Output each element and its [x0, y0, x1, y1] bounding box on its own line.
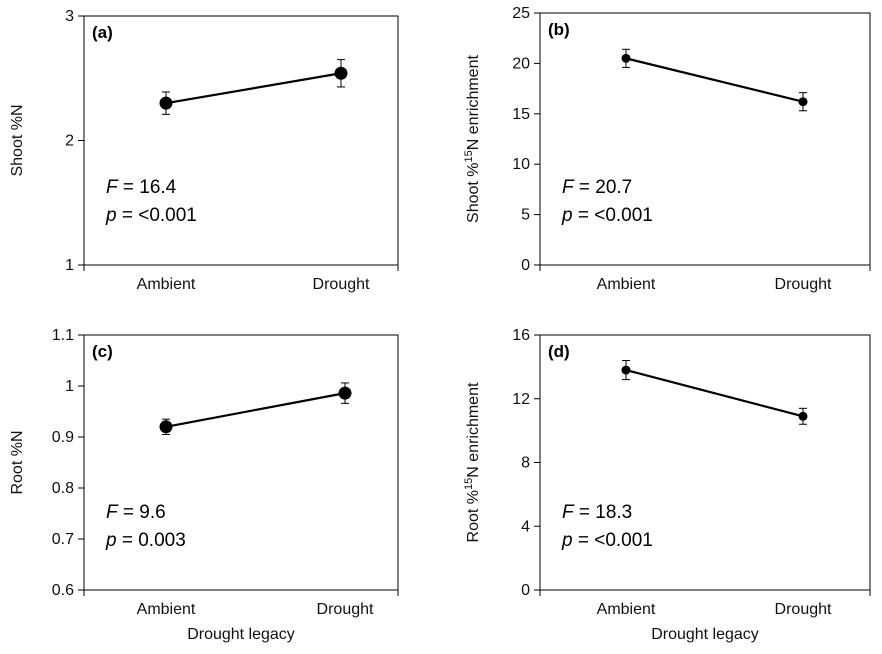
panel-c-letter: (c) [92, 342, 113, 361]
panel-a-series-line [165, 72, 342, 105]
panel-a-p-equals: = [117, 205, 139, 226]
panel-d-p-equals: = [573, 530, 595, 551]
panel-b-data-point [621, 53, 631, 63]
panel-c-y-tick-label: 0.8 [52, 480, 74, 497]
panel-a-data-point [159, 96, 173, 110]
panel-d: 0 4 8 12 16 Ambient Drought Root %15N enrichmen… [463, 327, 871, 643]
panel-c: 0.6 0.7 0.8 0.9 1 1.1 Ambient Drought Root %N Dro… [9, 327, 399, 643]
panel-d-p-value: <0.001 [594, 530, 653, 551]
panel-a-y-tick-label: 3 [65, 8, 74, 25]
panel-c-p-value: 0.003 [138, 530, 186, 551]
panel-a-plot-frame [83, 15, 399, 266]
panel-b-f-value: 20.7 [595, 177, 632, 198]
panel-c-x-axis-title: Drought legacy [187, 626, 295, 643]
panel-c-x-tick-label: Ambient [137, 601, 196, 618]
panel-a-data-point [334, 66, 348, 80]
panel-d-x-tick-label: Drought [775, 601, 832, 618]
panel-b-x-tick-label: Drought [775, 276, 832, 293]
panel-d-y-axis-title-superscript: 15 [463, 478, 475, 490]
panel-d-x-axis-title: Drought legacy [651, 626, 759, 643]
panel-c-y-tick-label: 0.9 [52, 429, 74, 446]
panel-c-y-tick-label: 0.7 [52, 531, 74, 548]
panel-c-y-tick-label: 1.1 [52, 327, 74, 344]
panel-a-y-tick-label: 2 [65, 133, 74, 150]
panel-d-y-axis-title-part: Root % [465, 490, 482, 542]
panel-b-y-tick-label: 10 [512, 156, 530, 173]
panel-a-y-tick-label: 1 [65, 257, 74, 274]
panel-d-x-tick-label: Ambient [597, 601, 656, 618]
panel-d-plot-frame [539, 334, 871, 591]
panel-d-letter: (d) [548, 342, 570, 361]
panel-a: 1 2 3 Ambient Drought Shoot %N (a) F = 16.4 p = … [9, 8, 399, 293]
panel-b-p-stat: p = <0.001 [561, 205, 653, 226]
panel-d-data-point [621, 365, 631, 375]
panel-d-f-value: 18.3 [595, 502, 632, 523]
panel-b-y-tick-label: 25 [512, 5, 530, 22]
panel-d-series-line [625, 368, 804, 418]
panel-c-f-symbol: F [106, 502, 119, 523]
panel-a-x-tick-label: Drought [313, 276, 370, 293]
panel-b-plot-frame [539, 12, 871, 266]
panel-c-f-equals: = [118, 502, 140, 523]
panel-c-p-stat: p = 0.003 [105, 530, 186, 551]
panel-c-y-tick-label: 0.6 [52, 582, 74, 599]
panel-b-x-tick-label: Ambient [597, 276, 656, 293]
panel-b-y-tick-label: 20 [512, 55, 530, 72]
panel-a-x-tick-label: Ambient [137, 276, 196, 293]
panel-a-letter: (a) [92, 23, 113, 42]
panel-d-f-symbol: F [562, 502, 575, 523]
panel-d-y-axis-title-part: N enrichment [465, 382, 482, 478]
panel-a-f-value: 16.4 [139, 177, 176, 198]
panel-d-y-tick-label: 8 [521, 455, 530, 472]
panel-b-p-symbol: p [561, 205, 573, 226]
panel-b-f-stat: F = 20.7 [562, 177, 632, 198]
panel-d-y-tick-label: 0 [521, 582, 530, 599]
panel-c-f-stat: F = 9.6 [106, 502, 166, 523]
panel-b-y-axis-title: Shoot %15N enrichment [463, 55, 482, 223]
panel-d-data-point [798, 411, 808, 421]
panel-c-p-symbol: p [105, 530, 117, 551]
panel-b-y-axis-title-part: Shoot % [465, 162, 482, 222]
panel-b-data-point [798, 97, 808, 107]
panel-c-plot-frame [83, 334, 399, 591]
panel-a-y-axis-title: Shoot %N [9, 104, 26, 176]
panel-d-p-symbol: p [561, 530, 573, 551]
panel-a-p-value: <0.001 [138, 205, 197, 226]
panel-b-p-equals: = [573, 205, 595, 226]
panel-d-y-tick-label: 4 [521, 518, 530, 535]
panel-a-p-symbol: p [105, 205, 117, 226]
panel-c-x-tick-label: Drought [317, 601, 374, 618]
panel-b-p-value: <0.001 [594, 205, 653, 226]
panel-c-y-axis-title: Root %N [9, 430, 26, 494]
panel-c-y-tick-label: 1 [65, 378, 74, 395]
panel-d-y-tick-label: 16 [512, 327, 530, 344]
panel-b-y-axis-title-superscript: 15 [463, 150, 475, 162]
panel-b-y-tick-label: 15 [512, 106, 530, 123]
panel-b-series-line [625, 57, 804, 103]
panel-b-y-tick-label: 5 [521, 207, 530, 224]
panel-b-f-equals: = [574, 177, 596, 198]
panel-b-y-tick-label: 0 [521, 257, 530, 274]
panel-d-p-stat: p = <0.001 [561, 530, 653, 551]
panel-b-f-symbol: F [562, 177, 575, 198]
panel-d-f-equals: = [574, 502, 596, 523]
panel-a-f-symbol: F [106, 177, 119, 198]
panel-c-data-point [338, 386, 352, 400]
panel-c-p-equals: = [117, 530, 139, 551]
panel-c-data-point [159, 420, 173, 434]
panel-c-f-value: 9.6 [139, 502, 165, 523]
panel-a-f-equals: = [118, 177, 140, 198]
panel-a-f-stat: F = 16.4 [106, 177, 177, 198]
panel-d-f-stat: F = 18.3 [562, 502, 632, 523]
panel-a-p-stat: p = <0.001 [105, 205, 197, 226]
panel-d-y-axis-title: Root %15N enrichment [463, 382, 482, 542]
panel-c-series-line [165, 392, 346, 428]
panel-b-y-axis-title-part: N enrichment [465, 55, 482, 151]
panel-d-y-tick-label: 12 [512, 391, 530, 408]
panel-b-letter: (b) [548, 20, 570, 39]
